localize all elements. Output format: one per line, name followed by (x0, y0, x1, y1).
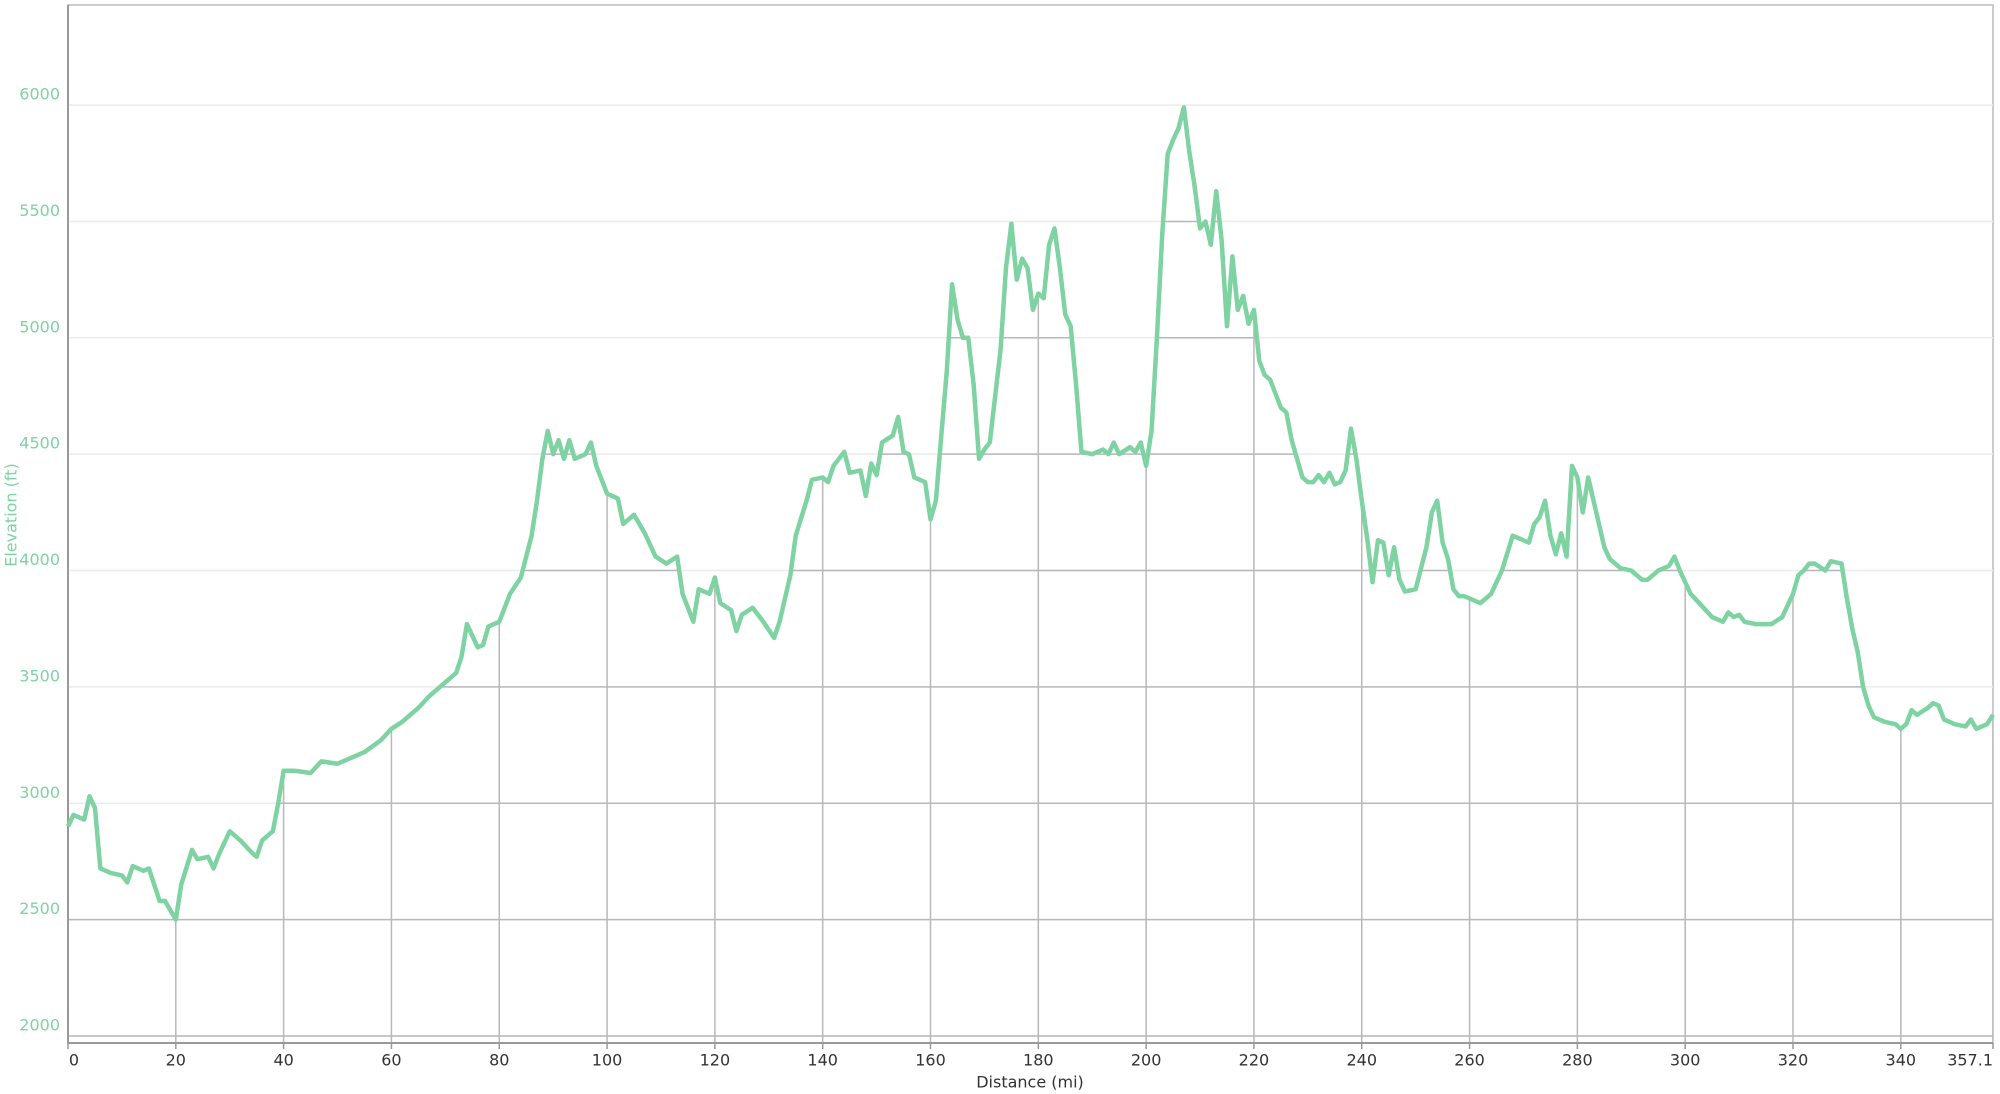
plot-frame (67, 4, 1994, 1044)
x-tick-label: 340 (1886, 1051, 1917, 1070)
x-tick-label: 280 (1562, 1051, 1593, 1070)
x-tick-label: 160 (915, 1051, 946, 1070)
x-tick-label: 140 (807, 1051, 838, 1070)
x-tick-label: 60 (381, 1051, 401, 1070)
y-tick-label: 5000 (19, 317, 60, 336)
y-tick-label: 5500 (19, 201, 60, 220)
x-tick-label: 80 (489, 1051, 509, 1070)
x-tick-label: 180 (1023, 1051, 1054, 1070)
x-tick-label: 120 (700, 1051, 731, 1070)
x-tick-label: 20 (166, 1051, 186, 1070)
elevation-line (65, 105, 1995, 922)
x-tick-label: 357.1 (1947, 1051, 1993, 1070)
y-tick-label: 4000 (19, 550, 60, 569)
y-axis-label: Elevation (ft) (2, 463, 21, 567)
x-tick-label: 40 (273, 1051, 293, 1070)
x-tick-label: 100 (592, 1051, 623, 1070)
y-tick-label: 2500 (19, 899, 60, 918)
y-tick-label: 4500 (19, 434, 60, 453)
x-tick-label: 300 (1670, 1051, 1701, 1070)
x-tick-label: 320 (1778, 1051, 1809, 1070)
grid-dark (68, 107, 1993, 1043)
y-tick-label: 3000 (19, 783, 60, 802)
y-tick-label: 6000 (19, 85, 60, 104)
x-tick-label: 0 (69, 1051, 79, 1070)
x-axis-label: Distance (mi) (976, 1073, 1084, 1092)
x-tick-label: 200 (1131, 1051, 1162, 1070)
x-tick-label: 220 (1239, 1051, 1270, 1070)
x-tick-label: 240 (1346, 1051, 1377, 1070)
y-tick-label: 2000 (19, 1016, 60, 1035)
x-tick-label: 260 (1454, 1051, 1485, 1070)
y-tick-label: 3500 (19, 666, 60, 685)
